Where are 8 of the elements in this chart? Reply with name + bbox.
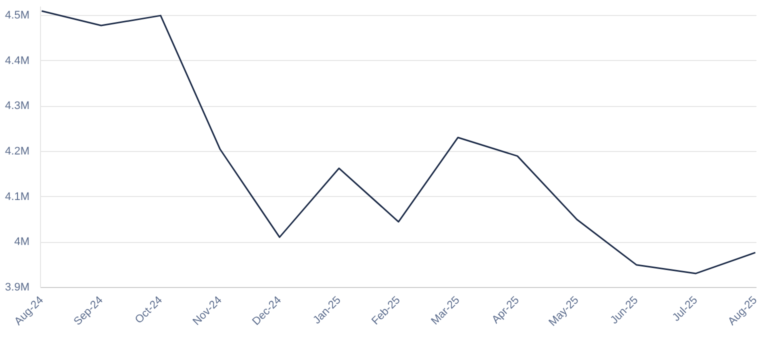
y-tick-label: 4.1M — [5, 190, 30, 203]
y-tick-label: 4.5M — [5, 10, 30, 22]
y-tick-label: 4M — [14, 236, 30, 248]
y-tick-label: 4.3M — [5, 100, 30, 112]
y-tick-label: 4.2M — [5, 146, 30, 158]
line-series — [40, 10, 756, 274]
y-tick-label: 4.4M — [5, 54, 30, 67]
y-tick-label: 3.9M — [5, 282, 30, 294]
